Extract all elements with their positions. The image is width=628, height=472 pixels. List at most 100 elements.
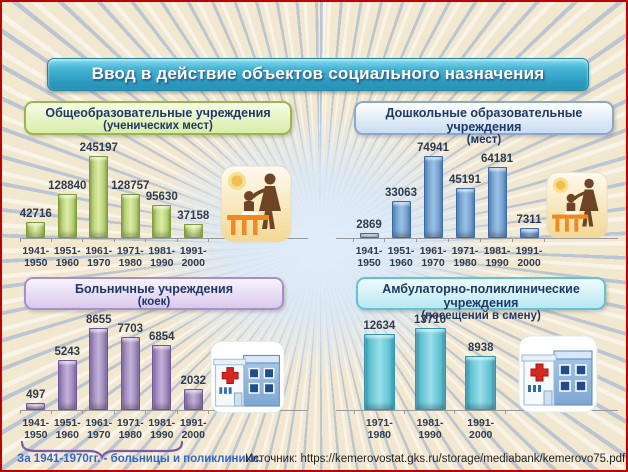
bar-value-label: 45191 xyxy=(449,174,481,186)
x-axis-ticks xyxy=(20,411,209,414)
axis-tick xyxy=(115,239,146,242)
x-axis-ticks xyxy=(354,411,507,414)
bar-value-label: 2869 xyxy=(356,219,382,231)
bar xyxy=(26,403,46,410)
bar xyxy=(359,233,379,238)
category-label: 1991- 2000 xyxy=(467,417,495,441)
x-axis-line xyxy=(20,238,308,239)
category-label: 1941- 1950 xyxy=(22,417,50,441)
category-label: 1971- 1980 xyxy=(365,417,393,441)
axis-tick xyxy=(449,239,481,242)
bar xyxy=(120,194,140,238)
bar-value-label: 7311 xyxy=(516,214,542,226)
category-label: 1951- 1960 xyxy=(53,417,81,441)
bar xyxy=(57,194,77,238)
bar-slot: 13710 xyxy=(405,314,456,410)
bar-value-label: 64181 xyxy=(481,153,513,165)
axis-tick xyxy=(481,239,513,242)
axis-tick xyxy=(455,411,507,414)
axis-tick xyxy=(83,411,115,414)
axis-tick xyxy=(146,239,178,242)
bar-value-label: 13710 xyxy=(414,314,447,326)
bar-slot: 7311 xyxy=(513,214,545,238)
bar-plot: 42716 128840 245197 128757 95630 37158 xyxy=(20,134,209,238)
bar-slot: 128840 xyxy=(48,180,86,238)
chart-subtitle: (посещений в смену) xyxy=(421,310,541,322)
category-label: 1961- 1970 xyxy=(419,245,447,269)
chart-panel-outpatient: Амбулаторно-поликлинические учреждения (… xyxy=(332,264,626,447)
x-axis-ticks xyxy=(20,239,209,242)
bar-value-label: 5243 xyxy=(54,346,81,358)
axis-tick xyxy=(52,411,83,414)
bar-slot: 2032 xyxy=(178,375,210,410)
category-label: 1991- 2000 xyxy=(179,417,207,441)
bar xyxy=(363,334,395,410)
chart-title: Амбулаторно-поликлинические учреждения xyxy=(382,282,580,310)
bar-plot: 2869 33063 74941 45191 64181 7311 xyxy=(353,134,545,238)
bar-slot: 95630 xyxy=(146,191,178,238)
teacher-with-child-icon xyxy=(546,167,608,243)
bar-slot: 245197 xyxy=(79,142,118,238)
axis-tick xyxy=(178,411,209,414)
bar-value-label: 128840 xyxy=(48,180,87,192)
x-axis-labels: 1941- 1950 1951- 1960 1961- 1970 1971- 1980 1981… xyxy=(20,243,209,269)
bar xyxy=(26,222,46,238)
bar-value-label: 497 xyxy=(26,389,46,401)
bar-value-label: 8655 xyxy=(85,314,112,326)
bar-slot: 45191 xyxy=(449,174,481,238)
axis-tick xyxy=(146,411,178,414)
bar-slot: 2869 xyxy=(353,219,385,238)
grouping-brace xyxy=(19,440,185,460)
chart-header: Общеобразовательные учреждения (ученичес… xyxy=(24,101,292,135)
bar-value-label: 128757 xyxy=(111,180,150,192)
bar-slot: 74941 xyxy=(417,142,449,238)
category-label: 1951- 1960 xyxy=(53,245,81,269)
x-axis-line xyxy=(336,238,618,239)
axis-tick xyxy=(178,239,209,242)
chart-title: Больничные учреждения xyxy=(75,282,233,296)
category-label: 1951- 1960 xyxy=(387,245,415,269)
bar-value-label: 33063 xyxy=(385,187,417,199)
chart-panel-hospitals: Больничные учреждения (коек) 497 5243 8655… xyxy=(16,264,316,447)
category-label: 1961- 1970 xyxy=(85,417,113,441)
x-axis-labels: 1971- 1980 1981- 1990 1991- 2000 xyxy=(354,415,506,441)
x-axis-line xyxy=(336,410,618,411)
bar-value-label: 245197 xyxy=(79,142,118,154)
x-axis-ticks xyxy=(353,239,545,242)
bar xyxy=(391,201,411,238)
category-label: 1981- 1990 xyxy=(148,245,176,269)
chart-header: Амбулаторно-поликлинические учреждения (… xyxy=(356,277,606,322)
chart-subtitle: (мест) xyxy=(466,134,502,146)
slide-title-banner: Ввод в действие объектов социального наз… xyxy=(47,58,589,91)
category-label: 1941- 1950 xyxy=(355,245,383,269)
source-text: Источник: https://kemerovostat.gks.ru/st… xyxy=(245,453,626,465)
bar xyxy=(152,345,172,410)
bar-value-label: 95630 xyxy=(145,191,178,203)
bar-slot: 64181 xyxy=(481,153,513,238)
axis-tick xyxy=(52,239,83,242)
axis-tick xyxy=(83,239,115,242)
bar xyxy=(414,328,446,410)
teacher-with-child-icon xyxy=(220,165,292,243)
bar-value-label: 6854 xyxy=(148,331,175,343)
bar-slot: 42716 xyxy=(20,208,52,238)
category-label: 1981- 1990 xyxy=(483,245,511,269)
bar-slot: 8655 xyxy=(83,314,115,410)
chart-panel-preschools: Дошкольные образовательные учреждения (м… xyxy=(332,97,626,268)
chart-title: Общеобразовательные учреждения xyxy=(45,106,271,120)
axis-tick xyxy=(417,239,449,242)
chart-subtitle: (коек) xyxy=(137,296,171,308)
category-label: 1971- 1980 xyxy=(451,245,479,269)
chart-title: Дошкольные образовательные учреждения xyxy=(385,106,583,134)
category-label: 1991- 2000 xyxy=(515,245,543,269)
chart-header: Дошкольные образовательные учреждения (м… xyxy=(354,101,614,146)
bar-slot: 37158 xyxy=(177,210,209,238)
bar xyxy=(152,205,172,238)
axis-tick xyxy=(353,239,385,242)
bar-slot: 8938 xyxy=(455,342,506,410)
footnote-text: За 1941-1970гг. - больницы и поликлиники… xyxy=(17,453,262,465)
bar xyxy=(423,156,443,238)
category-label: 1941- 1950 xyxy=(22,245,50,269)
bar-value-label: 74941 xyxy=(417,142,449,154)
